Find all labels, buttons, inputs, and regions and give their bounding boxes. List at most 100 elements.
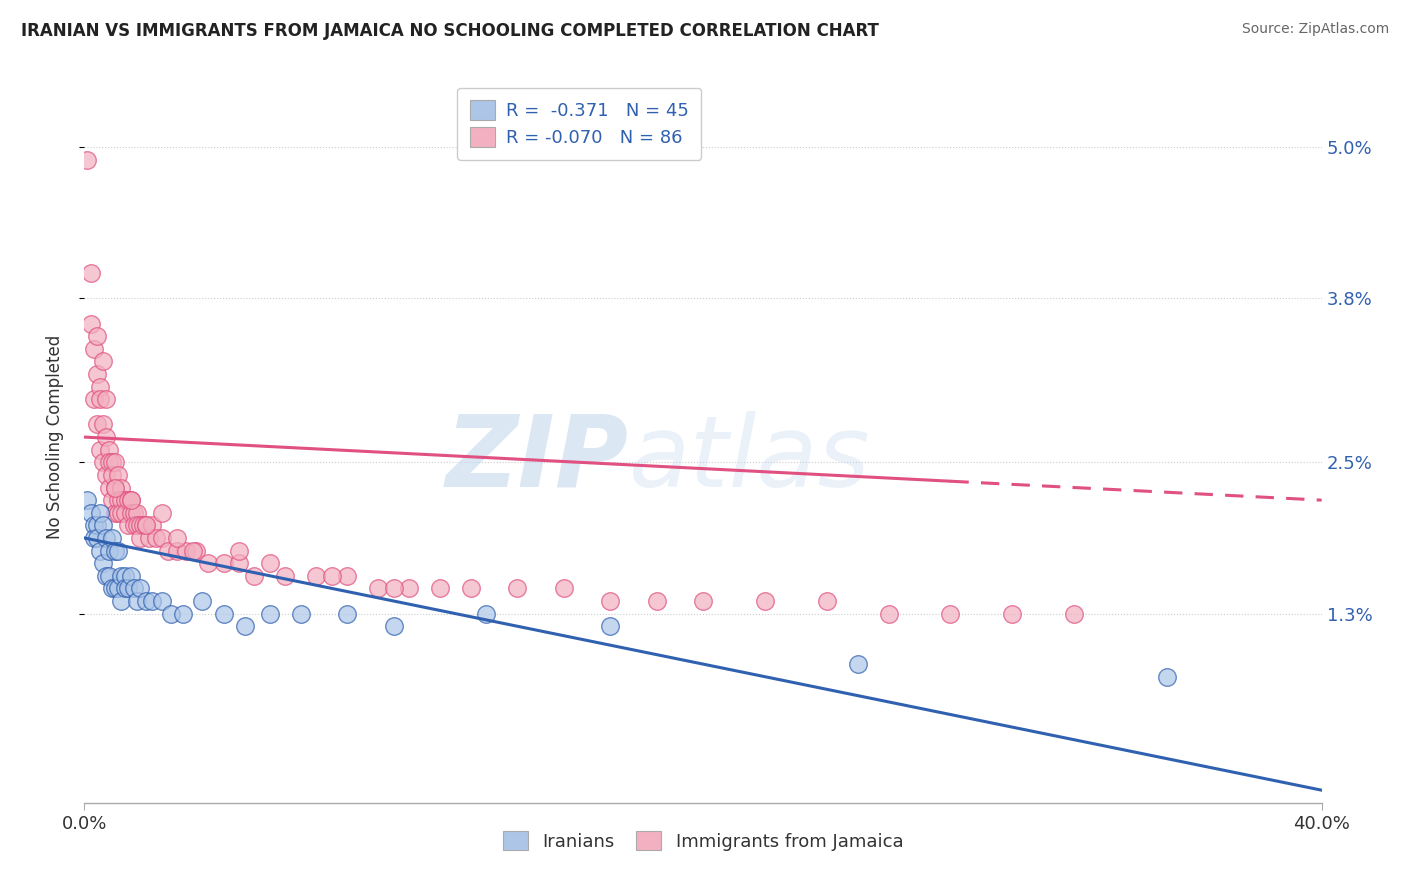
Y-axis label: No Schooling Completed: No Schooling Completed (45, 335, 63, 539)
Point (117, 582, 139, 596)
Point (191, 594, 214, 608)
Point (83, 518, 105, 533)
Point (150, 531, 173, 545)
Point (228, 556, 250, 570)
Point (212, 556, 235, 570)
Point (166, 543, 188, 558)
Point (141, 518, 163, 533)
Point (160, 607, 183, 621)
Point (233, 619, 256, 633)
Point (336, 607, 359, 621)
Point (125, 506, 148, 520)
Point (846, 657, 869, 671)
Point (135, 518, 157, 533)
Point (104, 543, 127, 558)
Point (122, 506, 145, 520)
Point (107, 493, 129, 508)
Point (129, 531, 152, 545)
Point (101, 493, 124, 508)
Point (1063, 607, 1085, 621)
Point (114, 569, 136, 583)
Point (98, 442, 121, 457)
Point (117, 493, 139, 508)
Point (184, 543, 207, 558)
Point (79, 317, 101, 331)
Point (120, 569, 142, 583)
Point (89, 442, 111, 457)
Point (86, 417, 108, 432)
Point (91, 354, 114, 368)
Point (114, 493, 136, 508)
Point (553, 582, 575, 596)
Point (104, 481, 127, 495)
Point (86, 518, 108, 533)
Point (172, 607, 194, 621)
Point (1001, 607, 1024, 621)
Point (382, 619, 405, 633)
Point (754, 594, 776, 608)
Point (166, 531, 188, 545)
Point (94, 467, 117, 482)
Point (98, 455, 121, 469)
Point (506, 582, 529, 596)
Point (1156, 670, 1178, 684)
Point (83, 392, 105, 407)
Point (94, 430, 117, 444)
Point (120, 493, 142, 508)
Point (110, 506, 132, 520)
Point (91, 455, 114, 469)
Point (156, 543, 179, 558)
Point (259, 556, 281, 570)
Point (367, 582, 389, 596)
Point (76, 493, 98, 508)
Point (305, 569, 328, 583)
Point (94, 392, 117, 407)
Point (91, 518, 114, 533)
Point (138, 531, 160, 545)
Point (125, 594, 148, 608)
Text: atlas: atlas (628, 410, 870, 508)
Point (110, 481, 132, 495)
Point (110, 493, 132, 508)
Point (101, 467, 124, 482)
Point (86, 367, 108, 381)
Point (101, 582, 124, 596)
Point (120, 493, 142, 508)
Point (181, 543, 204, 558)
Point (877, 607, 900, 621)
Point (135, 518, 157, 533)
Point (107, 582, 129, 596)
Point (107, 543, 129, 558)
Point (645, 594, 668, 608)
Point (475, 607, 498, 621)
Point (110, 594, 132, 608)
Point (145, 531, 167, 545)
Point (98, 543, 121, 558)
Point (382, 582, 405, 596)
Point (129, 518, 152, 533)
Text: ZIP: ZIP (446, 410, 628, 508)
Point (125, 518, 148, 533)
Point (243, 569, 266, 583)
Point (336, 569, 359, 583)
Point (117, 518, 139, 533)
Point (89, 379, 111, 393)
Point (101, 455, 124, 469)
Point (150, 594, 173, 608)
Point (135, 594, 157, 608)
Point (94, 569, 117, 583)
Point (599, 619, 621, 633)
Point (460, 582, 482, 596)
Point (212, 607, 235, 621)
Point (79, 506, 101, 520)
Point (89, 506, 111, 520)
Point (89, 543, 111, 558)
Point (104, 481, 127, 495)
Point (98, 481, 121, 495)
Point (274, 569, 297, 583)
Point (104, 455, 127, 469)
Point (114, 506, 136, 520)
Point (107, 506, 129, 520)
Point (94, 531, 117, 545)
Point (122, 518, 145, 533)
